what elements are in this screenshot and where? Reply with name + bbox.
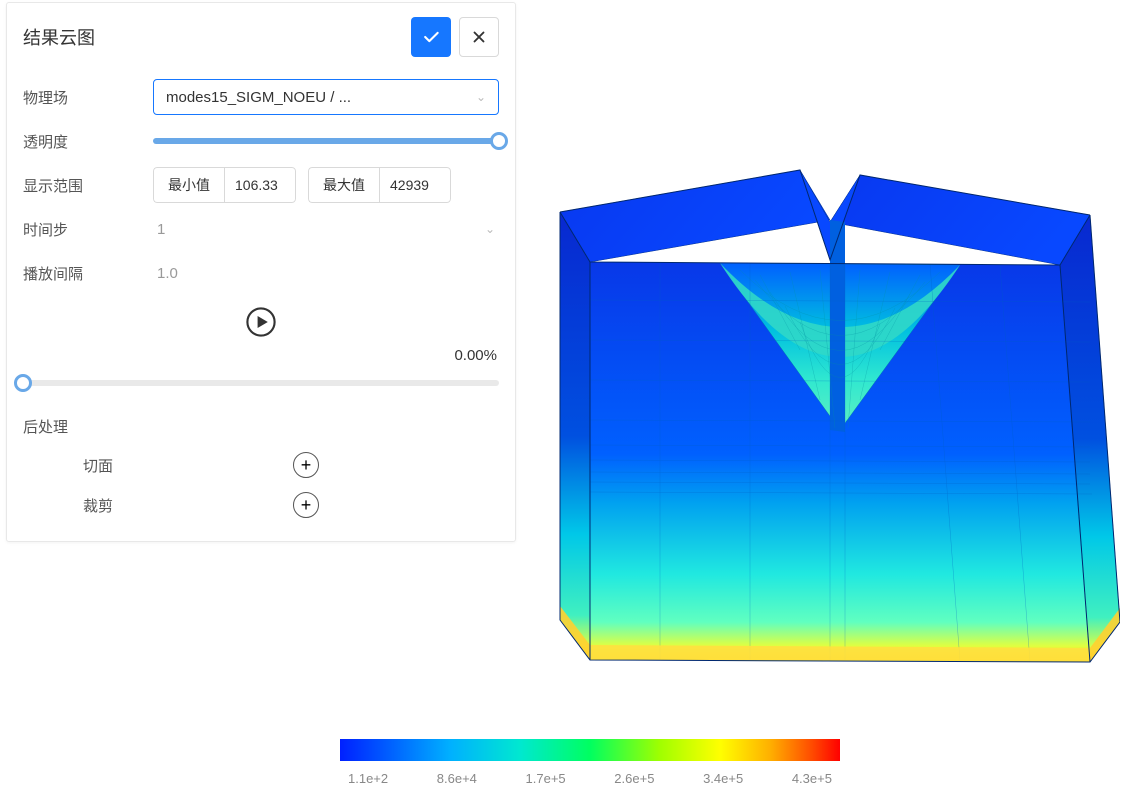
color-legend: 1.1e+2 8.6e+4 1.7e+5 2.6e+5 3.4e+5 4.3e+… bbox=[340, 739, 840, 786]
physics-field-select[interactable]: modes15_SIGM_NOEU / ... ⌄ bbox=[153, 79, 499, 115]
timestep-label: 时间步 bbox=[23, 219, 153, 240]
physics-field-label: 物理场 bbox=[23, 87, 153, 108]
section-plane-row: 切面 + bbox=[23, 445, 499, 485]
legend-tick: 1.1e+2 bbox=[348, 771, 388, 786]
display-range-row: 显示范围 最小值 最大值 bbox=[23, 163, 499, 207]
progress-slider-thumb[interactable] bbox=[14, 374, 32, 392]
panel-header: 结果云图 bbox=[7, 3, 515, 71]
max-addon: 最大值 bbox=[308, 167, 379, 203]
postprocess-title: 后处理 bbox=[23, 410, 499, 445]
timestep-select[interactable]: 1 ⌄ bbox=[153, 211, 499, 247]
panel-title: 结果云图 bbox=[23, 24, 403, 50]
min-input-group: 最小值 bbox=[153, 167, 296, 203]
max-input-group: 最大值 bbox=[308, 167, 451, 203]
fea-contour-render bbox=[530, 100, 1120, 700]
section-plane-label: 切面 bbox=[83, 455, 173, 476]
legend-tick: 4.3e+5 bbox=[792, 771, 832, 786]
progress-text: 0.00% bbox=[23, 343, 499, 374]
confirm-button[interactable] bbox=[411, 17, 451, 57]
legend-gradient-bar bbox=[340, 739, 840, 761]
add-clip-button[interactable]: + bbox=[293, 492, 319, 518]
opacity-row: 透明度 bbox=[23, 119, 499, 163]
clip-row: 裁剪 + bbox=[23, 485, 499, 525]
chevron-down-icon: ⌄ bbox=[476, 90, 486, 104]
play-interval-label: 播放间隔 bbox=[23, 263, 153, 284]
opacity-label: 透明度 bbox=[23, 131, 153, 152]
timestep-row: 时间步 1 ⌄ bbox=[23, 207, 499, 251]
min-input[interactable] bbox=[224, 167, 296, 203]
legend-labels: 1.1e+2 8.6e+4 1.7e+5 2.6e+5 3.4e+5 4.3e+… bbox=[340, 771, 840, 786]
panel-body: 物理场 modes15_SIGM_NOEU / ... ⌄ 透明度 显示范围 最… bbox=[7, 71, 515, 541]
play-button[interactable] bbox=[244, 305, 278, 339]
legend-tick: 8.6e+4 bbox=[437, 771, 477, 786]
opacity-slider[interactable] bbox=[153, 138, 499, 144]
play-row bbox=[23, 295, 499, 343]
play-interval-input[interactable] bbox=[153, 255, 499, 291]
chevron-down-icon: ⌄ bbox=[485, 222, 495, 236]
add-section-button[interactable]: + bbox=[293, 452, 319, 478]
plus-icon: + bbox=[301, 496, 312, 514]
min-addon: 最小值 bbox=[153, 167, 224, 203]
result-contour-panel: 结果云图 物理场 modes15_SIGM_NOEU / ... ⌄ 透明度 bbox=[6, 2, 516, 542]
opacity-slider-thumb[interactable] bbox=[490, 132, 508, 150]
physics-field-value: modes15_SIGM_NOEU / ... bbox=[166, 89, 351, 106]
max-input[interactable] bbox=[379, 167, 451, 203]
3d-viewport[interactable] bbox=[530, 100, 1120, 700]
plus-icon: + bbox=[301, 456, 312, 474]
legend-tick: 2.6e+5 bbox=[614, 771, 654, 786]
timestep-value: 1 bbox=[157, 221, 165, 238]
legend-tick: 3.4e+5 bbox=[703, 771, 743, 786]
display-range-label: 显示范围 bbox=[23, 175, 153, 196]
progress-slider[interactable] bbox=[23, 380, 499, 386]
close-icon bbox=[470, 28, 488, 46]
legend-tick: 1.7e+5 bbox=[526, 771, 566, 786]
play-interval-row: 播放间隔 bbox=[23, 251, 499, 295]
close-button[interactable] bbox=[459, 17, 499, 57]
play-triangle-icon bbox=[258, 316, 268, 328]
clip-label: 裁剪 bbox=[83, 495, 173, 516]
physics-field-row: 物理场 modes15_SIGM_NOEU / ... ⌄ bbox=[23, 75, 499, 119]
check-icon bbox=[421, 27, 441, 47]
